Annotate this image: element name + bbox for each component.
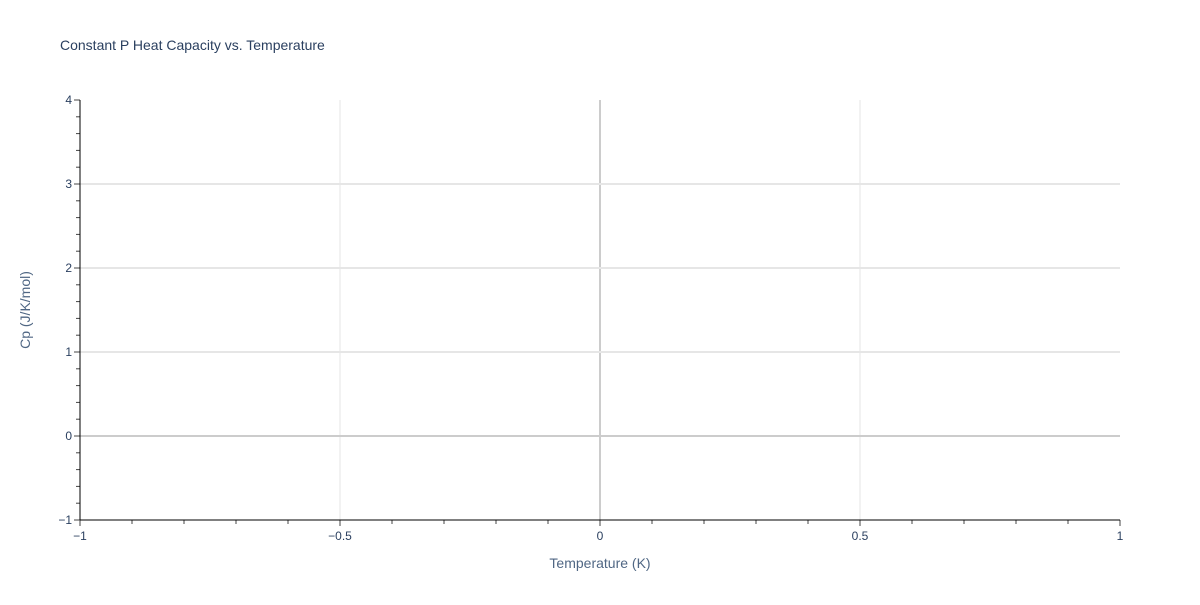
y-axis-label: Cp (J/K/mol) bbox=[17, 271, 33, 349]
x-tick-label: −1 bbox=[73, 529, 87, 543]
y-tick-label: −1 bbox=[58, 513, 72, 527]
x-tick-label: −0.5 bbox=[328, 529, 352, 543]
x-axis-label: Temperature (K) bbox=[549, 555, 650, 571]
y-tick-label: 2 bbox=[65, 261, 72, 275]
x-tick-label: 0.5 bbox=[852, 529, 869, 543]
x-tick-label: 1 bbox=[1117, 529, 1124, 543]
axes: −1 −0.5 0 0.5 1 −1 0 1 2 3 4 bbox=[58, 93, 1123, 543]
y-tick-label: 1 bbox=[65, 345, 72, 359]
y-tick-label: 4 bbox=[65, 93, 72, 107]
y-tick-label: 3 bbox=[65, 177, 72, 191]
chart-title: Constant P Heat Capacity vs. Temperature bbox=[60, 37, 325, 53]
y-tick-label: 0 bbox=[65, 429, 72, 443]
x-tick-label: 0 bbox=[597, 529, 604, 543]
gridlines bbox=[80, 100, 1120, 520]
